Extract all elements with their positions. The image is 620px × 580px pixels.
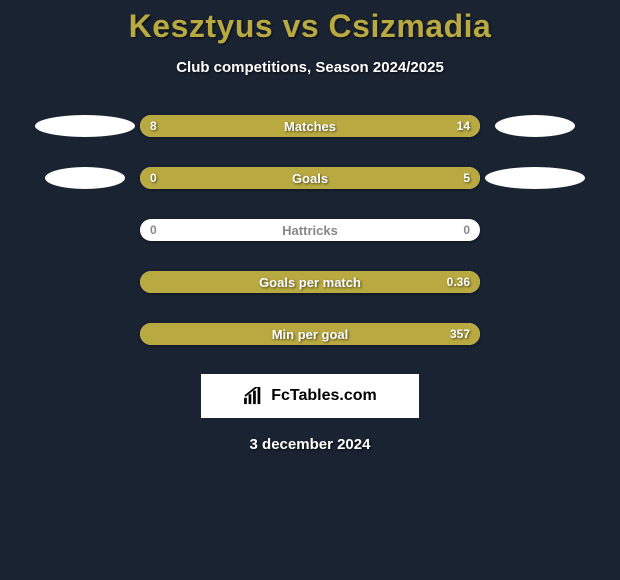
chart-icon xyxy=(243,387,265,405)
date-text: 3 december 2024 xyxy=(0,436,620,453)
left-badge-slot xyxy=(30,167,140,189)
stat-row-goals: 0 Goals 5 xyxy=(0,166,620,190)
stat-row-min-per-goal: Min per goal 357 xyxy=(0,322,620,346)
stat-row-hattricks: 0 Hattricks 0 xyxy=(0,218,620,242)
stat-row-goals-per-match: Goals per match 0.36 xyxy=(0,270,620,294)
stat-bar-matches: 8 Matches 14 xyxy=(140,115,480,137)
stat-label: Min per goal xyxy=(140,323,480,345)
subtitle: Club competitions, Season 2024/2025 xyxy=(0,59,620,76)
team1-badge-goals xyxy=(45,167,125,189)
stat-left-value: 8 xyxy=(150,115,157,137)
stat-bar-hattricks: 0 Hattricks 0 xyxy=(140,219,480,241)
stat-right-value: 0.36 xyxy=(447,271,470,293)
stat-right-value: 357 xyxy=(450,323,470,345)
comparison-widget: Kesztyus vs Csizmadia Club competitions,… xyxy=(0,0,620,453)
stat-right-value: 14 xyxy=(457,115,470,137)
stat-label: Goals per match xyxy=(140,271,480,293)
stat-left-value: 0 xyxy=(150,167,157,189)
stat-label: Hattricks xyxy=(140,219,480,241)
stat-row-matches: 8 Matches 14 xyxy=(0,114,620,138)
stat-bar-mpg: Min per goal 357 xyxy=(140,323,480,345)
stat-label: Matches xyxy=(140,115,480,137)
stat-right-value: 0 xyxy=(463,219,470,241)
stat-right-value: 5 xyxy=(463,167,470,189)
team2-badge-goals xyxy=(485,167,585,189)
page-title: Kesztyus vs Csizmadia xyxy=(0,8,620,45)
stat-label: Goals xyxy=(140,167,480,189)
right-badge-slot xyxy=(480,167,590,189)
brand-text: FcTables.com xyxy=(271,387,377,405)
brand-box: FcTables.com xyxy=(201,374,419,418)
left-badge-slot xyxy=(30,115,140,137)
stat-bar-goals: 0 Goals 5 xyxy=(140,167,480,189)
stat-left-value: 0 xyxy=(150,219,157,241)
team2-badge-matches xyxy=(495,115,575,137)
stat-bar-gpm: Goals per match 0.36 xyxy=(140,271,480,293)
right-badge-slot xyxy=(480,115,590,137)
team1-badge-matches xyxy=(35,115,135,137)
brand-link[interactable]: FcTables.com xyxy=(0,374,620,418)
